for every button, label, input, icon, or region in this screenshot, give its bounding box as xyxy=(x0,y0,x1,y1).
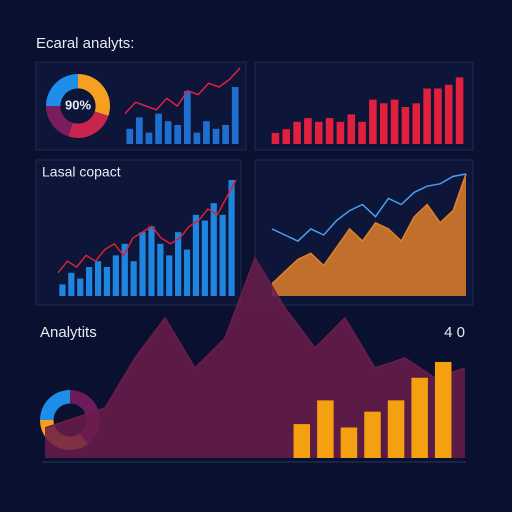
bar xyxy=(126,128,134,144)
bar xyxy=(387,400,405,458)
bar xyxy=(130,261,137,296)
donut-segment xyxy=(46,106,73,137)
bar xyxy=(390,99,399,144)
bar xyxy=(77,278,84,296)
bar xyxy=(364,411,381,458)
bar xyxy=(212,128,220,144)
bar xyxy=(183,249,191,296)
bar xyxy=(271,132,280,144)
bar xyxy=(192,214,200,296)
bar xyxy=(455,77,464,144)
bar xyxy=(86,267,93,296)
bar xyxy=(434,88,442,144)
page-title: Ecaral analyts: xyxy=(36,35,134,52)
bar xyxy=(412,103,421,144)
area xyxy=(272,174,466,296)
bar xyxy=(336,121,345,144)
bar xyxy=(293,121,301,144)
bar xyxy=(157,243,164,296)
bar xyxy=(136,117,143,144)
bar xyxy=(166,255,173,296)
bar xyxy=(193,132,201,144)
bar xyxy=(139,232,146,296)
bar xyxy=(325,118,334,144)
bar xyxy=(434,361,452,458)
panel xyxy=(35,159,242,306)
bar xyxy=(304,118,312,144)
bar xyxy=(317,400,334,458)
bar xyxy=(423,88,431,144)
bar xyxy=(228,180,235,296)
donut-label: 90% xyxy=(65,97,91,112)
bar xyxy=(293,424,311,458)
bar xyxy=(231,87,239,144)
bar xyxy=(175,232,182,296)
bar xyxy=(203,121,210,144)
bar xyxy=(59,284,66,296)
bar xyxy=(121,243,128,296)
bar xyxy=(112,255,119,296)
bar xyxy=(145,132,153,144)
bar xyxy=(164,121,172,144)
bar xyxy=(68,272,75,296)
bar xyxy=(347,114,356,144)
bar xyxy=(103,267,111,296)
bar xyxy=(411,377,428,458)
donut-segment xyxy=(40,390,70,420)
bar xyxy=(148,226,155,296)
bar xyxy=(444,84,453,144)
bar xyxy=(401,107,410,144)
bar xyxy=(379,103,388,144)
line xyxy=(57,179,237,274)
section-value: 4 0 xyxy=(444,324,465,341)
bar xyxy=(201,220,208,296)
area-edge xyxy=(271,173,467,285)
bar xyxy=(340,427,358,458)
donut-segment xyxy=(68,111,109,138)
donut-segment xyxy=(78,74,110,116)
area-edge xyxy=(44,256,466,429)
area xyxy=(45,258,465,458)
bar xyxy=(282,129,291,144)
donut-segment xyxy=(46,74,78,106)
bar xyxy=(155,113,162,144)
bar xyxy=(210,203,217,296)
bar xyxy=(183,90,191,144)
section-title: Analytits xyxy=(40,324,97,341)
panel-title: Lasal copact xyxy=(42,164,121,180)
line xyxy=(124,67,241,115)
bar xyxy=(369,99,377,144)
line xyxy=(271,173,467,242)
bar xyxy=(358,121,366,144)
bar xyxy=(94,261,102,296)
bar xyxy=(222,125,229,144)
bar xyxy=(174,125,182,144)
bar xyxy=(219,214,226,296)
bar xyxy=(314,121,323,144)
